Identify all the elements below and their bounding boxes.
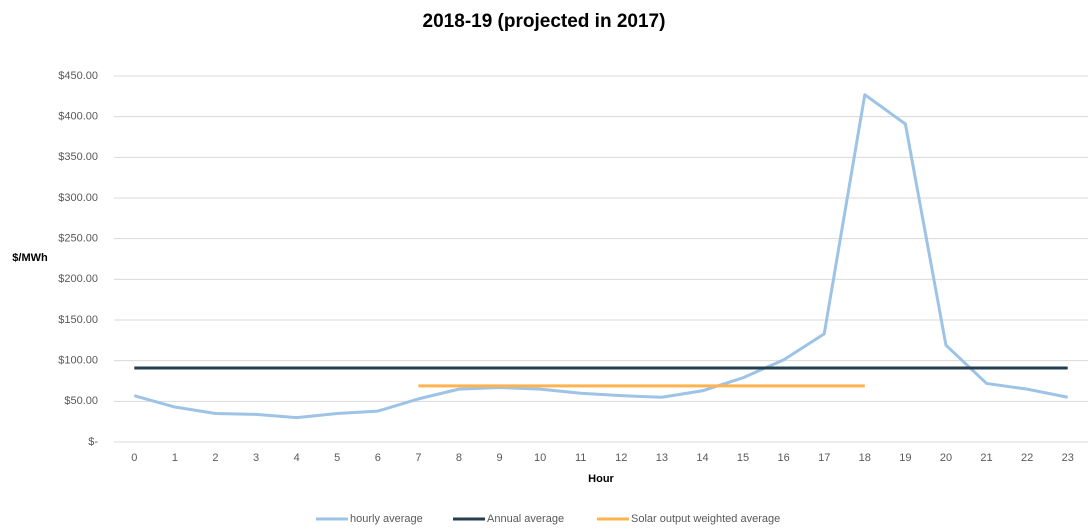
- series-line: [133, 93, 1069, 420]
- x-tick-label: 3: [253, 452, 259, 464]
- x-tick-label: 1: [172, 452, 178, 464]
- x-tick-label: 17: [818, 452, 830, 464]
- x-tick-label: 19: [899, 452, 911, 464]
- y-tick-label: $300.00: [58, 192, 98, 204]
- y-tick-label: $350.00: [58, 151, 98, 163]
- x-tick-label: 4: [294, 452, 300, 464]
- x-tick-label: 23: [1062, 452, 1074, 464]
- legend-label: Annual average: [487, 513, 564, 525]
- x-tick-label: 14: [696, 452, 708, 464]
- x-tick-label: 9: [496, 452, 502, 464]
- x-tick-label: 5: [334, 452, 340, 464]
- y-tick-label: $400.00: [58, 111, 98, 123]
- x-tick-label: 11: [575, 452, 586, 464]
- y-tick-label: $200.00: [58, 273, 98, 285]
- x-tick-label: 22: [1021, 452, 1033, 464]
- legend-label: Solar output weighted average: [631, 513, 780, 525]
- x-axis-label: Hour: [588, 473, 614, 485]
- x-tick-label: 0: [131, 452, 137, 464]
- x-tick-label: 20: [940, 452, 952, 464]
- x-tick-label: 18: [859, 452, 871, 464]
- chart-title: 2018-19 (projected in 2017): [423, 11, 666, 32]
- x-tick-label: 16: [778, 452, 790, 464]
- x-tick-label: 12: [615, 452, 627, 464]
- x-tick-label: 6: [375, 452, 381, 464]
- y-tick-label: $100.00: [58, 355, 98, 367]
- x-tick-label: 10: [534, 452, 546, 464]
- y-tick-label: $450.00: [58, 70, 98, 82]
- x-tick-label: 7: [415, 452, 421, 464]
- x-tick-label: 8: [456, 452, 462, 464]
- x-tick-label: 15: [737, 452, 749, 464]
- y-tick-label: $-: [88, 436, 98, 448]
- x-tick-label: 21: [980, 452, 992, 464]
- y-tick-label: $250.00: [58, 233, 98, 245]
- x-tick-label: 13: [656, 452, 668, 464]
- x-tick-label: 2: [212, 452, 218, 464]
- y-tick-label: $150.00: [58, 314, 98, 326]
- y-tick-label: $50.00: [64, 395, 98, 407]
- y-axis-label: $/MWh: [12, 252, 48, 264]
- legend-label: hourly average: [350, 513, 423, 525]
